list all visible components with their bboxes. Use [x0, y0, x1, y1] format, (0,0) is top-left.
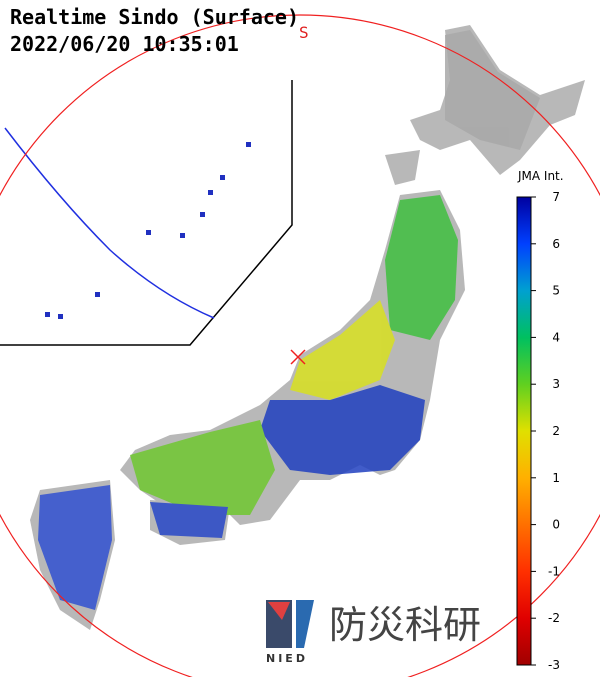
epicenter — [290, 349, 306, 365]
timestamp: 2022/06/20 10:35:01 — [10, 32, 239, 56]
colorbar-ticks: 7 6 5 4 3 2 1 0 -1 -2 -3 — [531, 190, 560, 672]
colorbar-tick-label: 0 — [552, 518, 560, 532]
intensity-shading — [38, 30, 540, 610]
colorbar-tick-label: 3 — [552, 377, 560, 391]
colorbar-tick-label: -2 — [548, 611, 560, 625]
logo: 防災科研 NIED — [266, 600, 481, 665]
logo-name: 防災科研 — [329, 603, 481, 647]
colorbar — [516, 196, 532, 666]
colorbar-tick-label: 5 — [552, 284, 560, 298]
colorbar-tick-label: -1 — [548, 564, 560, 578]
colorbar-tick-label: -3 — [548, 658, 560, 672]
colorbar-tick-label: 2 — [552, 424, 560, 438]
inset — [0, 80, 293, 346]
colorbar-tick-label: 4 — [552, 330, 560, 344]
colorbar-tick-label: 6 — [552, 237, 560, 251]
wave-label: S — [299, 23, 309, 42]
colorbar-tick-label: 7 — [552, 190, 560, 204]
logo-abbr: NIED — [266, 652, 308, 665]
colorbar-label: JMA Int. — [517, 169, 564, 183]
colorbar-tick-label: 1 — [552, 471, 560, 485]
title: Realtime Sindo (Surface) — [10, 5, 299, 29]
s-wave — [0, 14, 600, 677]
